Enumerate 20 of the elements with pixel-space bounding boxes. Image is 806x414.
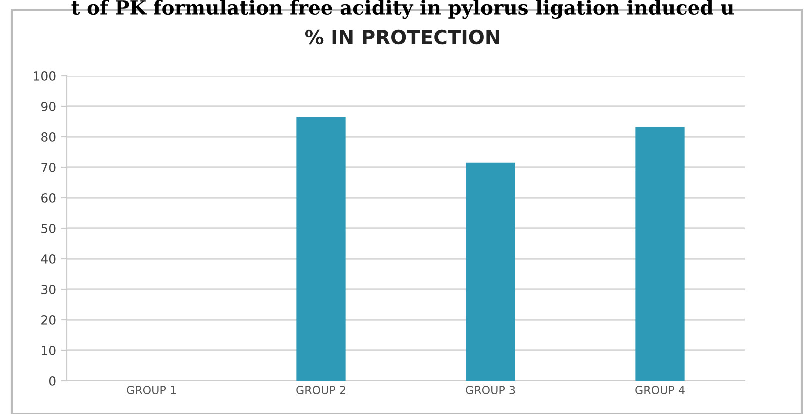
x-tick-label: GROUP 1 — [127, 386, 176, 394]
y-tick-label: 80 — [42, 132, 56, 142]
x-tick-label: GROUP 4 — [636, 386, 685, 394]
y-tick-label: 30 — [42, 284, 56, 294]
y-tick-label: 10 — [42, 346, 56, 356]
y-tick-label: 40 — [41, 254, 56, 264]
y-tick-label: 0 — [49, 376, 56, 386]
bar — [636, 127, 685, 381]
text: t of PK formulation free acidity in pylorus ligation induced u — [72, 0, 734, 20]
bar — [296, 117, 346, 381]
y-tick-label: 60 — [42, 193, 56, 203]
y-tick-label: 20 — [42, 315, 56, 325]
x-tick-label: GROUP 2 — [296, 386, 346, 394]
y-tick-label: 50 — [42, 224, 56, 234]
chart-title: % IN PROTECTION — [305, 30, 500, 45]
bar — [466, 162, 516, 381]
y-tick-label: 100 — [34, 71, 56, 81]
x-tick-label: GROUP 3 — [466, 386, 516, 394]
y-tick-label: 90 — [41, 102, 56, 112]
y-tick-label: 70 — [42, 162, 56, 172]
